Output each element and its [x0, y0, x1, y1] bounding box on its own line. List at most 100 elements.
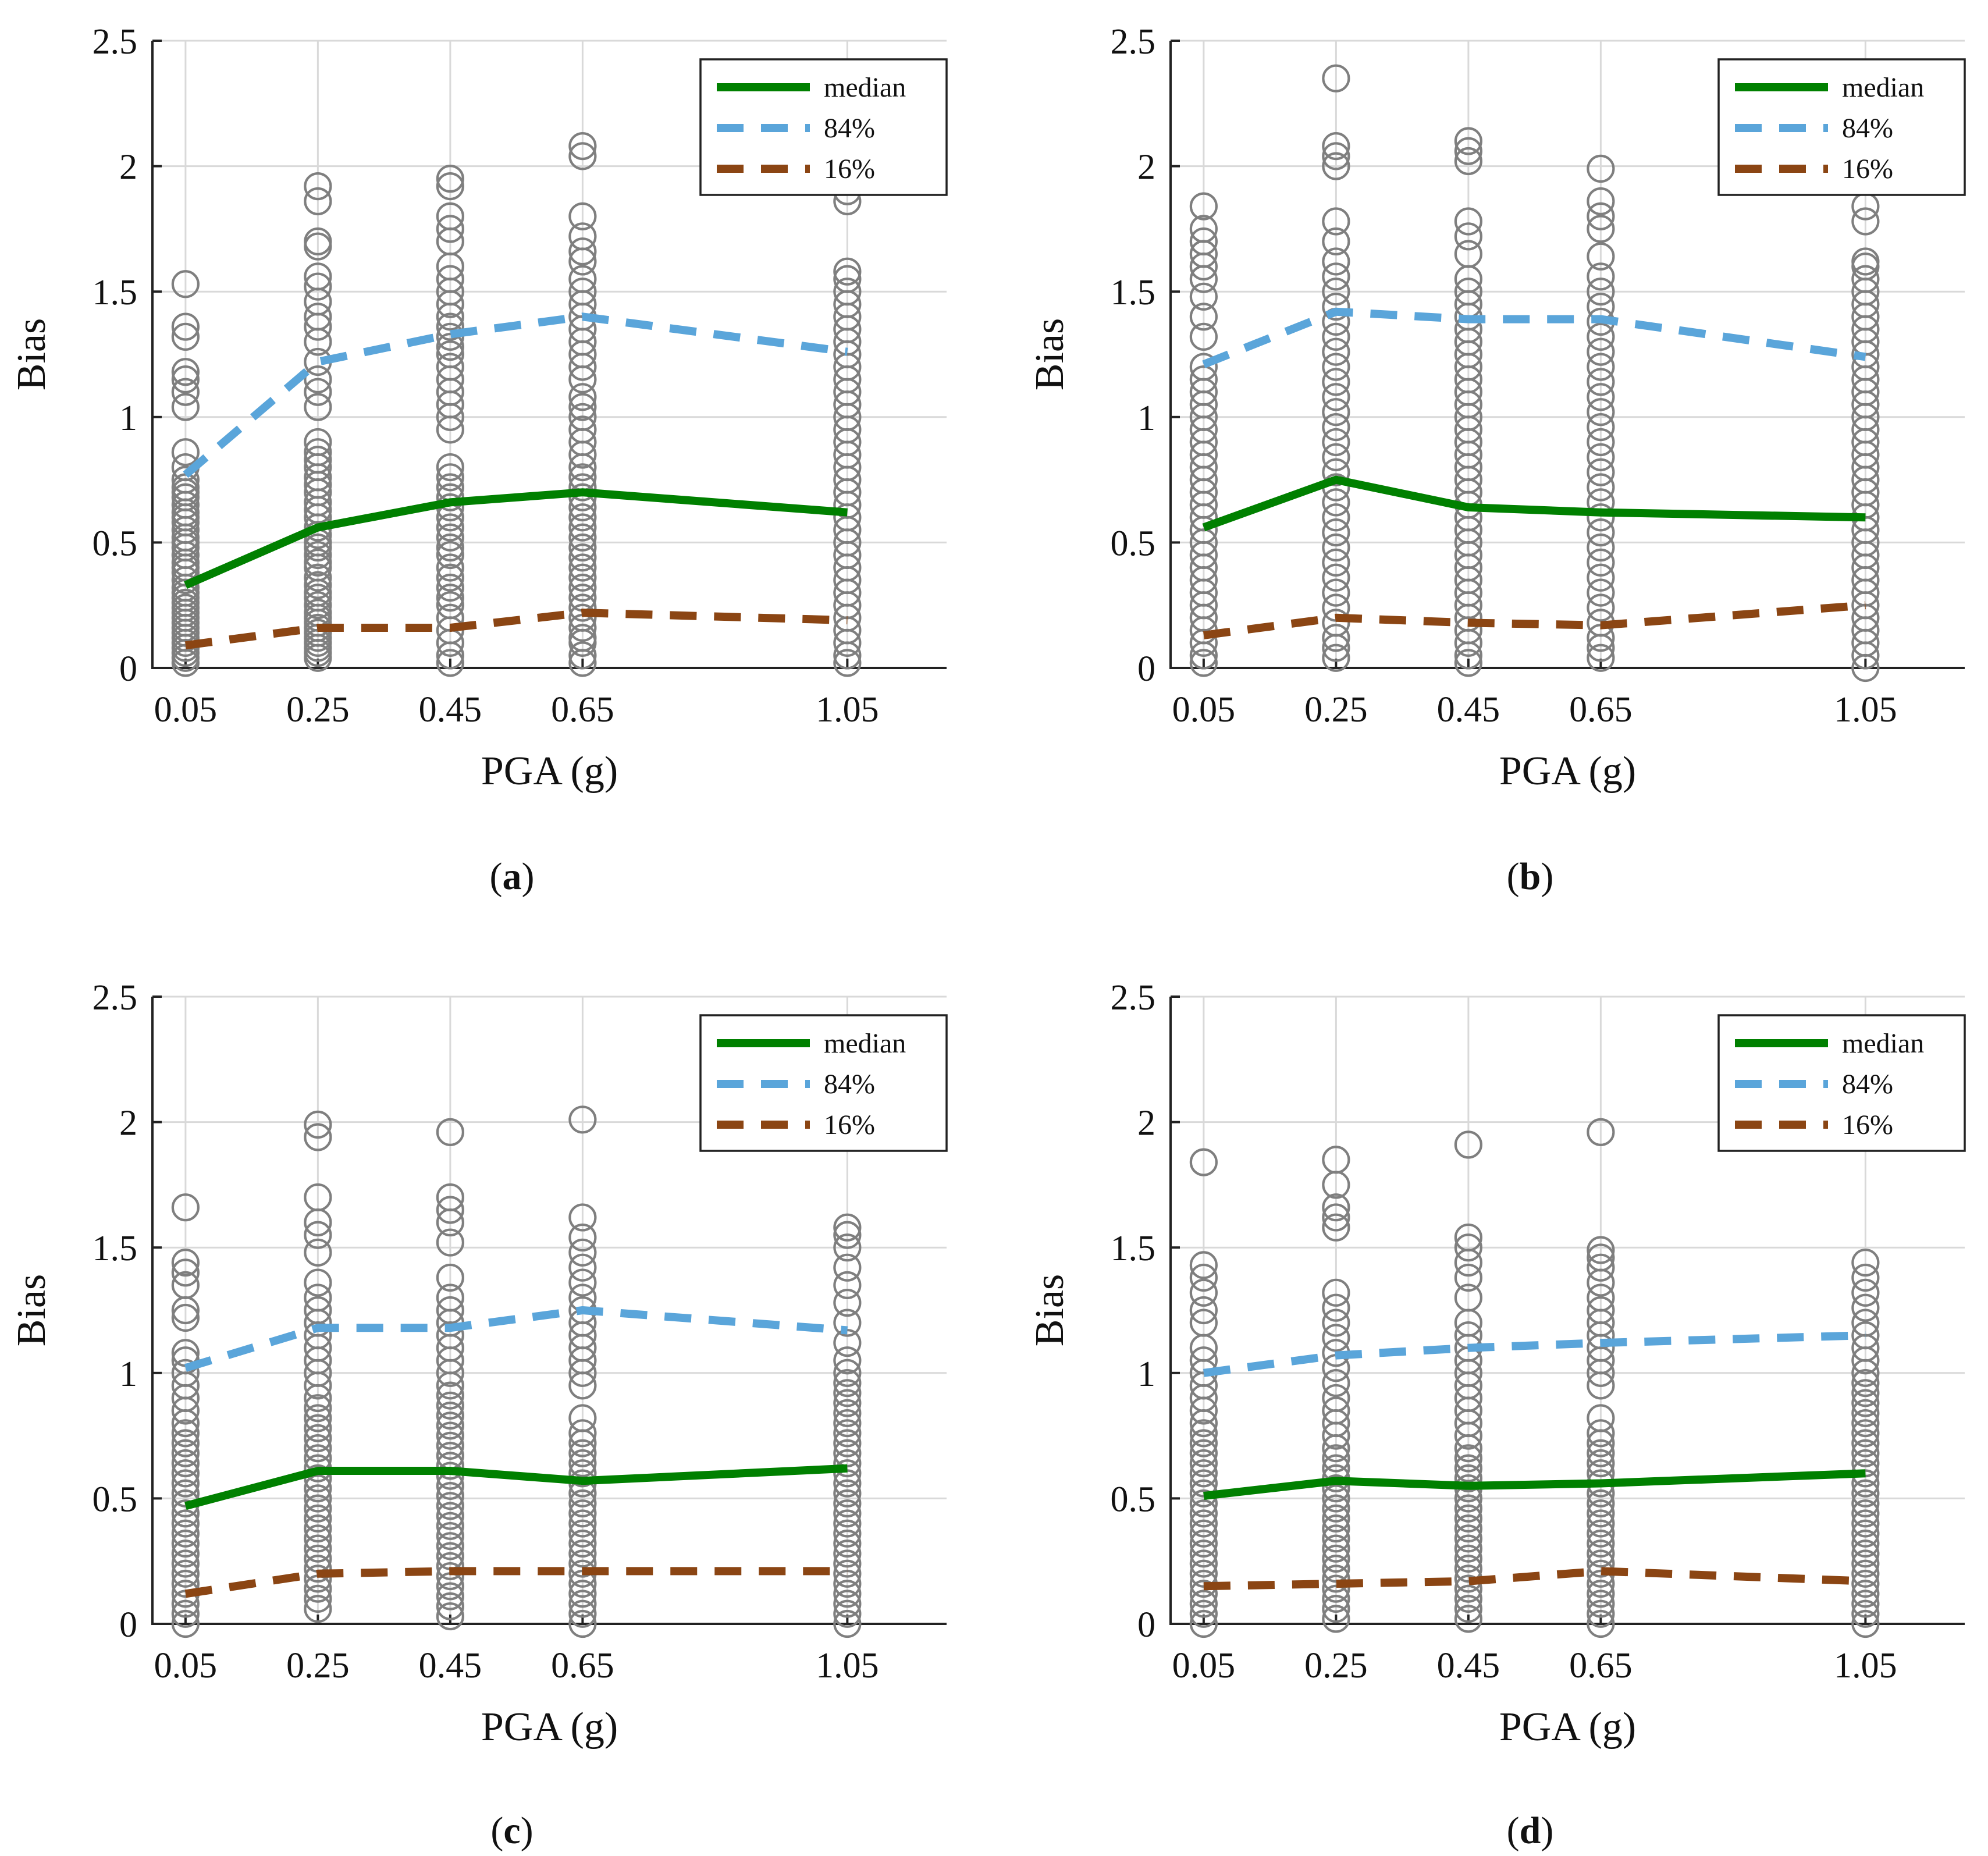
scatter-point — [1587, 1599, 1615, 1628]
scatter-point — [1587, 278, 1615, 306]
series-line-median — [1202, 475, 1866, 532]
caption-open-paren: ( — [490, 855, 503, 898]
scatter-point — [568, 265, 597, 293]
scatter-point — [568, 523, 597, 552]
scatter-point — [1587, 322, 1615, 351]
caption-close-paren: ) — [1541, 855, 1553, 898]
x-tick-label: 0.05 — [1172, 690, 1236, 730]
scatter-point — [1322, 1555, 1350, 1583]
scatter-point — [568, 1499, 597, 1528]
scatter-point — [1322, 578, 1350, 607]
scatter-point — [171, 1419, 200, 1448]
scatter-point — [1322, 337, 1350, 366]
scatter-point — [568, 603, 597, 632]
scatter-point — [1851, 1569, 1880, 1598]
scatter-point — [568, 1590, 597, 1618]
scatter-point — [1851, 1539, 1880, 1568]
scatter-point — [1587, 1549, 1615, 1578]
scatter-point — [1322, 1574, 1350, 1603]
scatter-point — [568, 1439, 597, 1467]
scatter-point — [1851, 247, 1880, 276]
scatter-point — [436, 513, 464, 542]
scatter-point — [1322, 383, 1350, 411]
scatter-point — [568, 641, 597, 670]
scatter-point — [436, 1532, 464, 1560]
scatter-point — [833, 1489, 862, 1518]
scatter-point — [833, 265, 862, 293]
scatter-point — [304, 1494, 332, 1523]
scatter-point — [568, 573, 597, 602]
scatter-point — [1322, 443, 1350, 471]
scatter-point — [1851, 1293, 1880, 1322]
scatter-point — [436, 1431, 464, 1460]
scatter-point — [1587, 1590, 1615, 1618]
caption-open-paren: ( — [490, 1809, 503, 1852]
scatter-point — [1322, 624, 1350, 652]
scatter-point — [436, 202, 464, 230]
x-tick-label: 1.05 — [816, 1646, 879, 1686]
scatter-point — [436, 1521, 464, 1551]
scatter-point — [1189, 1439, 1218, 1467]
panel-caption: (c) — [490, 1809, 533, 1852]
caption-close-paren: ) — [1541, 1809, 1553, 1852]
legend-label-median: median — [824, 1028, 906, 1059]
scatter-point — [1587, 368, 1615, 396]
scatter-point — [1587, 518, 1615, 547]
scatter-point — [1322, 1524, 1350, 1553]
caption-open-paren: ( — [1507, 855, 1520, 898]
y-tick-label: 1 — [1137, 1354, 1155, 1394]
scatter-point — [304, 1296, 332, 1325]
scatter-point — [1587, 1519, 1615, 1548]
chart-panel-c: 0 0.5 1 1.5 2 2.5 0.05 0.25 0.45 0.65 1.05 PGA (g) B… — [9, 978, 948, 1852]
y-tick-label: 1.5 — [1111, 1229, 1156, 1268]
scatter-point — [568, 1238, 597, 1267]
scatter-point — [1322, 1324, 1350, 1352]
scatter-point — [1454, 147, 1482, 176]
scatter-point — [304, 1123, 332, 1151]
scatter-point — [1587, 548, 1615, 577]
scatter-point — [436, 1263, 464, 1292]
scatter-point — [1322, 142, 1350, 170]
scatter-point — [1322, 643, 1350, 672]
scatter-point — [1322, 368, 1350, 396]
scatter-point — [1587, 353, 1615, 381]
scatter-point — [436, 1602, 464, 1631]
scatter-point — [568, 473, 597, 502]
scatter-point — [1587, 187, 1615, 216]
scatter-point — [833, 1519, 862, 1548]
scatter-point — [171, 1569, 200, 1598]
scatter-point — [1851, 1609, 1880, 1638]
scatter-point — [1587, 1118, 1615, 1146]
scatter-point — [833, 1389, 862, 1417]
series-line-84pct — [1202, 307, 1866, 368]
scatter-point — [436, 1411, 464, 1440]
scatter-point — [1189, 1459, 1218, 1488]
scatter-point — [1587, 1609, 1615, 1638]
scatter-point — [1454, 1574, 1482, 1603]
scatter-point — [1587, 1509, 1615, 1538]
scatter-point — [304, 438, 332, 467]
scatter-point — [436, 1512, 464, 1540]
scatter-point — [1322, 278, 1350, 306]
y-tick-label: 0.5 — [1111, 1480, 1156, 1519]
scatter-point — [1322, 428, 1350, 457]
scatter-point — [304, 1394, 332, 1423]
scatter-point — [1322, 207, 1350, 236]
scatter-point — [568, 1105, 597, 1134]
scatter-point — [1851, 1599, 1880, 1628]
scatter-point — [1454, 1130, 1482, 1159]
scatter-point — [436, 1296, 464, 1325]
scatter-point — [833, 1359, 862, 1387]
scatter-point — [568, 278, 597, 306]
scatter-point — [171, 438, 200, 467]
legend-label-16pct: 16% — [824, 1110, 875, 1140]
scatter-point — [1322, 1544, 1350, 1573]
y-tick-label: 1 — [119, 1354, 137, 1394]
scatter-point — [1189, 1429, 1218, 1457]
scatter-point — [568, 1609, 597, 1638]
scatter-point — [833, 1479, 862, 1507]
legend-label-16pct: 16% — [1842, 154, 1893, 184]
scatter-point — [1322, 1504, 1350, 1533]
scatter-point — [1587, 1283, 1615, 1312]
